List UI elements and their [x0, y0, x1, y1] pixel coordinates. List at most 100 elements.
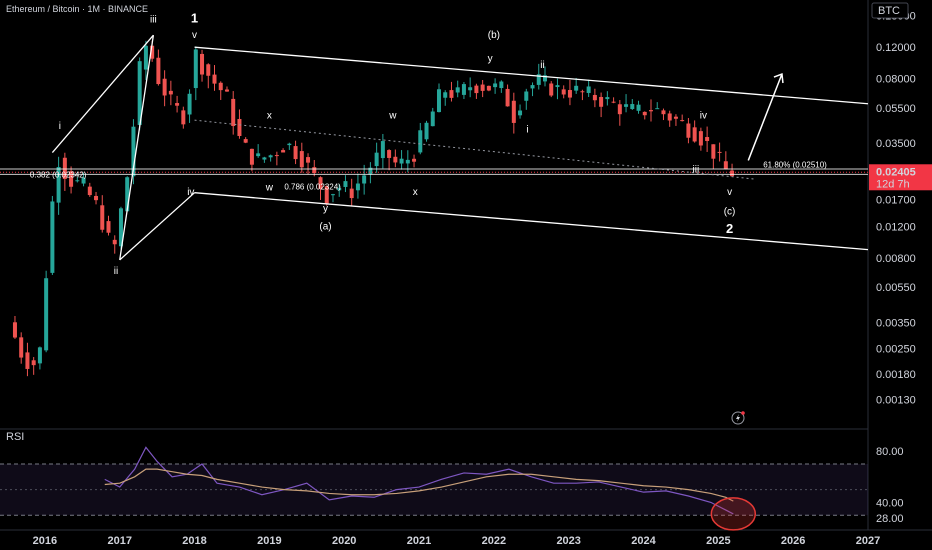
candle-body [187, 93, 192, 115]
candle-body [717, 151, 722, 153]
wave-label: v [727, 187, 732, 198]
candle-countdown: 12d 7h [876, 178, 910, 190]
price-tick-label: 0.05500 [876, 103, 916, 115]
candle-body [368, 167, 373, 175]
candle-body [143, 45, 148, 70]
candle-body [125, 177, 130, 212]
candle-body [624, 104, 629, 107]
candle-body [150, 45, 155, 59]
candle-body [430, 111, 435, 127]
time-tick-label: 2021 [407, 535, 431, 547]
candle-body [480, 84, 485, 91]
channel-lower-line [194, 192, 869, 251]
wave-label: i [526, 125, 528, 136]
time-tick-label: 2027 [856, 535, 880, 547]
candle-body [661, 110, 666, 115]
wave-label: v [192, 30, 197, 41]
candle-body [175, 103, 180, 106]
candle-body [524, 91, 529, 101]
candle-body [455, 87, 460, 93]
time-tick-label: 2026 [781, 535, 805, 547]
price-tick-label: 0.01700 [876, 194, 916, 206]
rsi-ma-line [104, 468, 734, 502]
price-tick-label: 0.03500 [876, 138, 916, 150]
candle-body [673, 116, 678, 119]
lightning-glyph [736, 414, 740, 422]
lightning-badge [741, 411, 745, 415]
candle-body [87, 186, 92, 196]
current-price-tag [869, 164, 932, 191]
candle-body [330, 194, 335, 196]
candle-body [449, 90, 454, 98]
candle-body [655, 108, 660, 110]
wave-label: iv [187, 187, 194, 198]
candle-body [137, 61, 142, 125]
candle-body [667, 113, 672, 121]
time-tick-label: 2024 [631, 535, 656, 547]
fib-label: 61.80% (0.02510) [763, 161, 827, 170]
candle-body [50, 201, 55, 273]
price-tick-label: 0.08000 [876, 74, 916, 86]
rally-line [119, 192, 195, 261]
candle-body [399, 158, 404, 164]
candle-body [112, 239, 117, 245]
candle-body [306, 157, 311, 163]
rsi-oversold-highlight [710, 497, 757, 531]
candle-body [461, 84, 466, 95]
candle-body [62, 157, 67, 179]
candle-body [162, 78, 167, 96]
candle-body [730, 170, 735, 177]
candle-body [231, 98, 236, 127]
candle-body [412, 158, 417, 162]
candle-body [374, 152, 379, 167]
candle-body [505, 88, 510, 107]
candle-body [705, 137, 710, 142]
projection-arrow [747, 73, 783, 161]
candle-body [218, 82, 223, 91]
candle-body [698, 131, 703, 146]
price-tick-label: 0.00550 [876, 282, 916, 294]
candle-body [642, 111, 647, 116]
price-tick-label: 0.01200 [876, 221, 916, 233]
rsi-tick-label: 80.00 [876, 446, 904, 458]
candle-body [530, 85, 535, 89]
candle-body [287, 143, 292, 146]
candle-body [599, 96, 604, 107]
unit-label: BTC [878, 5, 900, 17]
price-tick-label: 0.00800 [876, 253, 916, 265]
candle-body [44, 278, 49, 351]
wave-label: y [488, 53, 493, 64]
candle-body [56, 167, 61, 203]
candle-body [561, 89, 566, 95]
candle-body [100, 205, 105, 230]
candle-body [156, 57, 161, 85]
candle-body [131, 126, 136, 177]
candle-body [262, 157, 267, 160]
candle-body [649, 110, 653, 112]
candle-body [75, 180, 80, 182]
wave-label: w [388, 110, 397, 121]
candle-body [69, 171, 74, 187]
wave-label: x [413, 187, 418, 198]
candle-body [592, 94, 597, 101]
time-tick-label: 2022 [482, 535, 506, 547]
rsi-tick-label: 28.00 [876, 513, 904, 525]
wave-label: iii [150, 14, 157, 25]
candle-body [168, 90, 173, 95]
candle-body [256, 153, 261, 157]
candle-body [343, 181, 348, 187]
candle-body [493, 83, 498, 88]
candle-body [12, 322, 17, 338]
candle-body [549, 83, 554, 96]
wave-label: ii [114, 266, 118, 277]
candle-body [318, 177, 323, 189]
candle-body [81, 177, 86, 184]
candle-body [723, 161, 728, 170]
wave-label: (c) [724, 206, 736, 217]
candle-body [630, 104, 635, 109]
candle-body [405, 159, 410, 164]
wave-label: 2 [726, 221, 733, 236]
candle-body [299, 151, 304, 168]
candle-body [443, 92, 448, 98]
